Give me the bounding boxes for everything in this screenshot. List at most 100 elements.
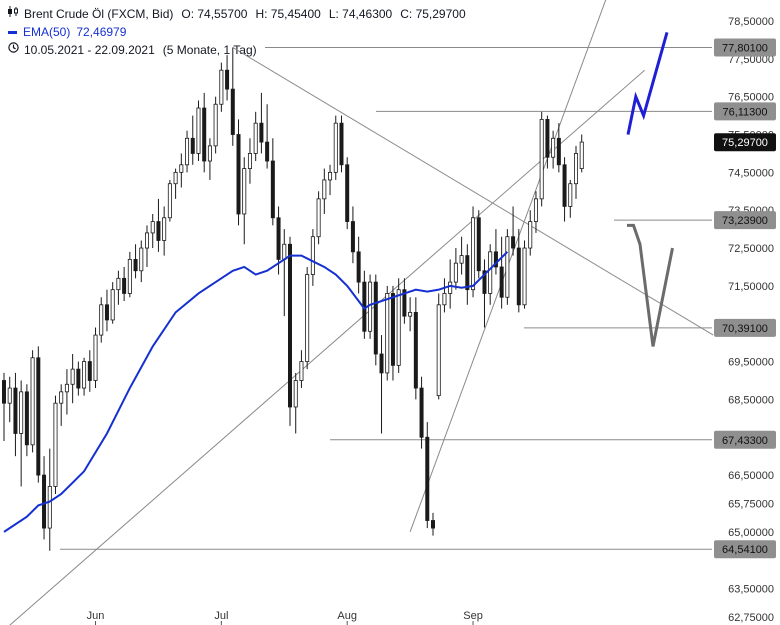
candle-body-up bbox=[505, 236, 510, 298]
candle-body-down bbox=[545, 118, 550, 158]
candle-body-up bbox=[408, 311, 413, 317]
x-tick-label: Jun bbox=[87, 610, 105, 622]
candle-body-down bbox=[287, 243, 292, 408]
clock-icon bbox=[6, 41, 20, 59]
candle-body-up bbox=[242, 168, 247, 215]
candle-body-down bbox=[419, 387, 424, 438]
candle-body-up bbox=[59, 391, 64, 404]
candle-body-up bbox=[179, 164, 184, 173]
candle-body-down bbox=[122, 277, 127, 294]
candle-body-down bbox=[276, 217, 281, 260]
candle-body-up bbox=[7, 387, 12, 404]
y-tick-label: 74,50000 bbox=[728, 167, 774, 179]
candle-body-down bbox=[465, 255, 470, 291]
candle-body-down bbox=[24, 391, 29, 446]
last-price-label-box bbox=[714, 133, 776, 152]
projection-down-path bbox=[627, 223, 674, 347]
candle-body-up bbox=[305, 274, 310, 362]
candle-body-up bbox=[116, 277, 121, 291]
candle-body-up bbox=[396, 289, 401, 366]
candle-body-up bbox=[110, 289, 115, 321]
trend-line bbox=[232, 47, 714, 336]
candle-body-up bbox=[333, 122, 338, 173]
candle-body-down bbox=[270, 160, 275, 219]
candle-body-down bbox=[225, 69, 230, 90]
y-tick-label: 72,50000 bbox=[728, 243, 774, 255]
y-tick-label: 78,50000 bbox=[728, 16, 774, 28]
price-level-label-box bbox=[714, 211, 776, 230]
candle-body-up bbox=[436, 304, 441, 397]
candle-body-up bbox=[144, 232, 149, 249]
y-tick-label: 77,50000 bbox=[728, 54, 774, 66]
candle-body-down bbox=[476, 217, 481, 272]
candle-body-up bbox=[207, 145, 212, 162]
candle-body-down bbox=[350, 221, 355, 253]
candle-body-down bbox=[133, 258, 138, 272]
candle-body-down bbox=[482, 270, 487, 294]
x-tick-label: Aug bbox=[337, 610, 357, 622]
candle-body-up bbox=[282, 243, 287, 260]
candle-body-down bbox=[2, 380, 7, 404]
candle-body-up bbox=[173, 171, 178, 185]
candle-body-up bbox=[579, 141, 584, 169]
candle-body-down bbox=[190, 137, 195, 154]
candle-body-down bbox=[13, 387, 18, 434]
candle-body-up bbox=[528, 221, 533, 249]
candle-body-down bbox=[230, 88, 235, 135]
candle-body-down bbox=[259, 122, 264, 143]
ema-line-swatch bbox=[8, 30, 17, 34]
y-tick-label: 71,50000 bbox=[728, 281, 774, 293]
price-level-label-box bbox=[714, 430, 776, 449]
price-level-label: 77,80100 bbox=[722, 42, 768, 54]
candle-body-down bbox=[425, 436, 430, 521]
price-level-label: 73,23900 bbox=[722, 215, 768, 227]
candle-body-up bbox=[162, 217, 167, 241]
trend-line bbox=[9, 69, 645, 625]
y-tick-label: 76,50000 bbox=[728, 92, 774, 104]
projection-up-arrow bbox=[626, 31, 669, 135]
instrument-row: Brent Crude Öl (FXCM, Bid) O: 74,55700 H… bbox=[6, 5, 466, 23]
ema-label: EMA(50) bbox=[23, 25, 71, 39]
candle-body-down bbox=[499, 266, 504, 298]
candlestick-icon bbox=[6, 5, 20, 23]
chart-legend: Brent Crude Öl (FXCM, Bid) O: 74,55700 H… bbox=[6, 5, 466, 59]
candle-body-down bbox=[413, 311, 418, 389]
candle-body-up bbox=[574, 153, 579, 185]
trend-line bbox=[409, 0, 607, 533]
candle-body-up bbox=[442, 293, 447, 306]
candle-body-up bbox=[82, 361, 87, 389]
price-level-label-box bbox=[714, 38, 776, 57]
candle-body-up bbox=[328, 171, 333, 181]
high-value: H: 75,45400 bbox=[255, 7, 321, 21]
candle-body-down bbox=[104, 304, 109, 321]
candle-body-up bbox=[453, 262, 458, 283]
candle-body-down bbox=[345, 164, 350, 222]
candle-body-up bbox=[139, 247, 144, 272]
candle-body-up bbox=[385, 293, 390, 374]
candle-body-up bbox=[539, 118, 544, 200]
y-tick-label: 68,50000 bbox=[728, 394, 774, 406]
candle-body-up bbox=[19, 391, 24, 434]
low-value: L: 74,46300 bbox=[328, 7, 393, 21]
price-level-label: 76,11300 bbox=[722, 106, 767, 118]
candle-body-up bbox=[310, 236, 315, 275]
price-level-label: 67,43300 bbox=[722, 435, 768, 447]
candle-body-down bbox=[390, 293, 395, 366]
candle-body-up bbox=[93, 334, 98, 381]
ema-value: 72,46979 bbox=[76, 25, 127, 39]
candle-body-up bbox=[293, 380, 298, 408]
candle-body-up bbox=[70, 368, 75, 385]
candle-body-up bbox=[471, 217, 476, 291]
y-tick-label: 62,75000 bbox=[728, 612, 774, 624]
candle-body-down bbox=[562, 164, 567, 207]
candle-body-up bbox=[64, 383, 69, 393]
candle-body-up bbox=[247, 153, 252, 169]
candle-body-down bbox=[87, 361, 92, 381]
candle-body-down bbox=[379, 353, 384, 374]
candle-body-down bbox=[430, 520, 435, 529]
close-value: C: 75,29700 bbox=[400, 7, 466, 21]
y-tick-label: 63,50000 bbox=[728, 584, 774, 596]
candle-body-down bbox=[76, 368, 81, 389]
open-value: O: 74,55700 bbox=[181, 7, 248, 21]
